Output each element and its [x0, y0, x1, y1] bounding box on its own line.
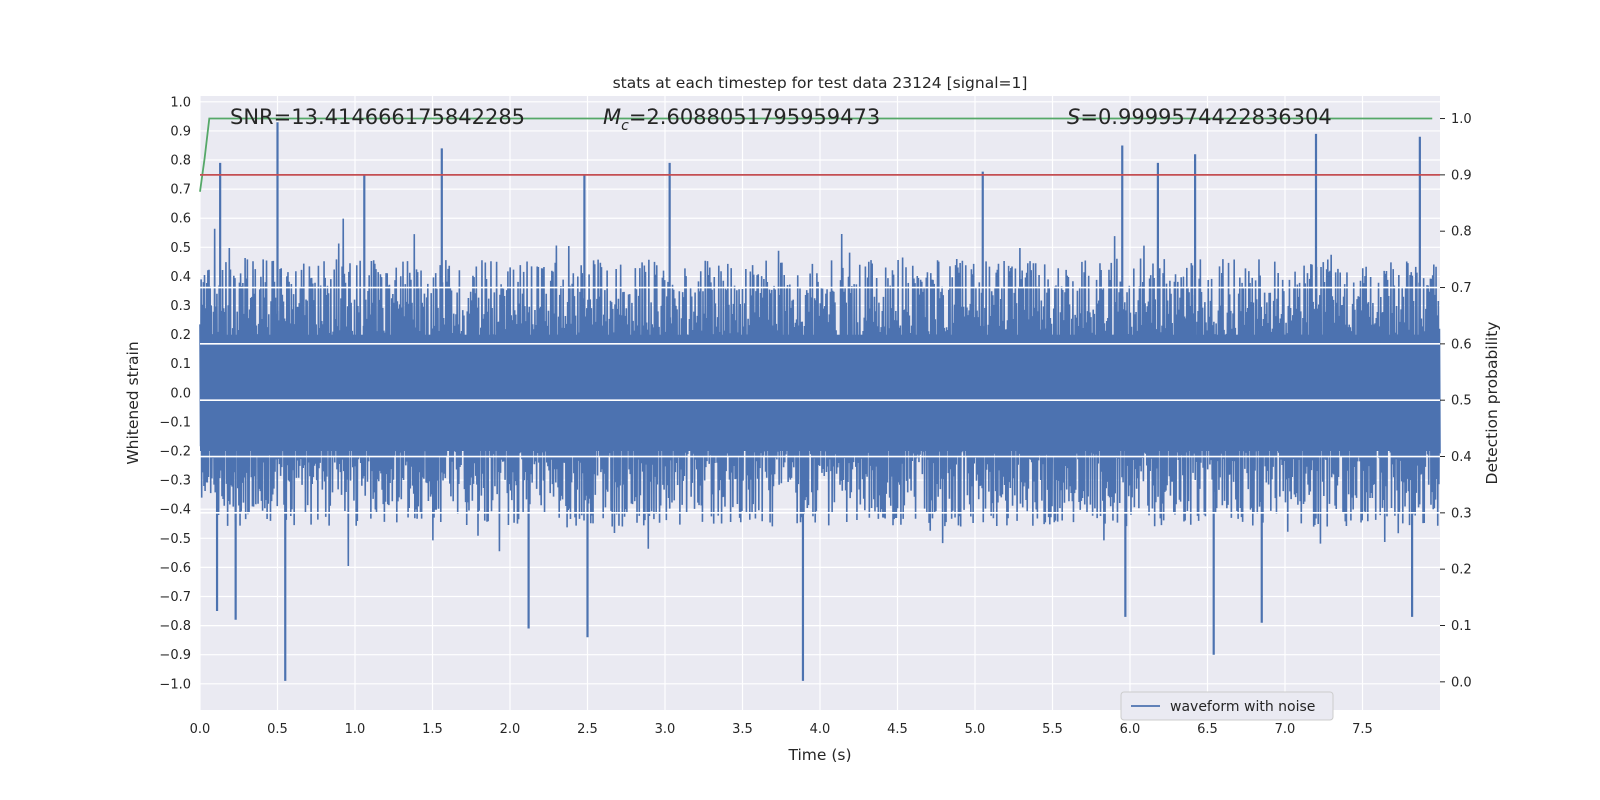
y-left-tick-label: −0.6 — [159, 561, 191, 576]
x-tick-label: 5.5 — [1042, 722, 1063, 737]
chart-title: stats at each timestep for test data 231… — [613, 74, 1028, 92]
y-left-tick-label: 0.2 — [170, 328, 191, 343]
legend-box — [1120, 691, 1334, 721]
x-tick-label: 4.5 — [887, 722, 908, 737]
score-annotation: S=0.9999574422836304 — [1067, 105, 1332, 129]
x-tick-label: 6.5 — [1197, 722, 1218, 737]
y-left-tick-label: 0.9 — [170, 124, 191, 139]
y-left-tick-label: 0.0 — [170, 386, 191, 401]
right-axis-gridlines — [200, 286, 1440, 514]
s-symbol: S — [1067, 105, 1080, 129]
x-tick-label: 6.0 — [1120, 722, 1141, 737]
waveform-series — [199, 122, 1441, 681]
x-tick-label: 3.0 — [655, 722, 676, 737]
y-left-tick-label: −0.5 — [159, 532, 191, 547]
x-tick-label: 1.0 — [345, 722, 366, 737]
y-left-tick-label: 0.1 — [170, 357, 191, 372]
snr-annotation: SNR=13.414666175842285 — [230, 105, 525, 129]
x-tick-label: 0.5 — [267, 722, 288, 737]
y-right-tick-label: 0.7 — [1451, 281, 1472, 296]
x-tick-label: 1.5 — [422, 722, 443, 737]
x-tick-label: 2.0 — [500, 722, 521, 737]
y-left-tick-label: 0.6 — [170, 212, 191, 227]
x-tick-label: 7.0 — [1275, 722, 1296, 737]
y-left-tick-label: −0.4 — [159, 503, 191, 518]
left-axis-ticks: 1.0 0.9 0.8 0.7 0.6 0.5 0.4 0.3 0.2 0.1 0.0 −0.1 −0.… — [159, 95, 191, 692]
mc-value: =2.6088051795959473 — [629, 105, 880, 129]
y-right-tick-label: 0.3 — [1451, 506, 1472, 521]
x-tick-label: 0.0 — [190, 722, 211, 737]
mc-symbol: M — [603, 105, 621, 129]
y-right-tick-label: 0.8 — [1451, 225, 1472, 240]
y-right-tick-label: 0.6 — [1451, 337, 1472, 352]
legend-label-waveform: waveform with noise — [1170, 699, 1315, 715]
y-left-tick-label: 1.0 — [170, 95, 191, 110]
mc-subscript: c — [621, 118, 629, 134]
y-left-tick-label: 0.3 — [170, 299, 191, 314]
waveform-core-band — [200, 334, 1440, 452]
right-axis-label: Detection probability — [1483, 322, 1501, 485]
x-tick-label: 5.0 — [965, 722, 986, 737]
chirp-mass-annotation: Mc=2.6088051795959473 — [603, 105, 880, 134]
y-left-tick-label: −0.1 — [159, 415, 191, 430]
y-left-tick-label: 0.4 — [170, 270, 191, 285]
y-left-tick-label: −0.2 — [159, 445, 191, 460]
y-left-tick-label: −1.0 — [159, 677, 191, 692]
probability-series — [199, 117, 1440, 192]
y-left-tick-label: 0.7 — [170, 183, 191, 198]
right-axis-ticks: 1.0 0.9 0.8 0.7 0.6 0.5 0.4 0.3 0.2 0.1 0.0 — [1440, 112, 1472, 690]
x-axis-ticks: 0.0 0.5 1.0 1.5 2.0 2.5 3.0 3.5 4.0 4.5 5.0 5.5 6.0 6… — [190, 722, 1373, 737]
y-right-tick-label: 1.0 — [1451, 112, 1472, 127]
y-right-tick-label: 0.4 — [1451, 450, 1472, 465]
y-left-tick-label: −0.7 — [159, 590, 191, 605]
x-tick-label: 4.0 — [810, 722, 831, 737]
x-tick-label: 2.5 — [577, 722, 598, 737]
y-right-tick-label: 0.1 — [1451, 619, 1472, 634]
y-left-tick-label: 0.8 — [170, 154, 191, 169]
x-axis-label: Time (s) — [787, 746, 851, 764]
y-left-tick-label: −0.3 — [159, 474, 191, 489]
legend: waveform with noise — [1120, 691, 1334, 721]
y-right-tick-label: 0.5 — [1451, 394, 1472, 409]
y-left-tick-label: −0.8 — [159, 619, 191, 634]
y-right-tick-label: 0.2 — [1451, 563, 1472, 578]
y-left-tick-label: 0.5 — [170, 241, 191, 256]
s-value: =0.9999574422836304 — [1080, 105, 1331, 129]
x-tick-label: 7.5 — [1352, 722, 1373, 737]
y-right-tick-label: 0.0 — [1451, 675, 1472, 690]
y-right-tick-label: 0.9 — [1451, 168, 1472, 183]
x-tick-label: 3.5 — [732, 722, 753, 737]
left-axis-label: Whitened strain — [124, 341, 142, 464]
y-left-tick-label: −0.9 — [159, 648, 191, 663]
